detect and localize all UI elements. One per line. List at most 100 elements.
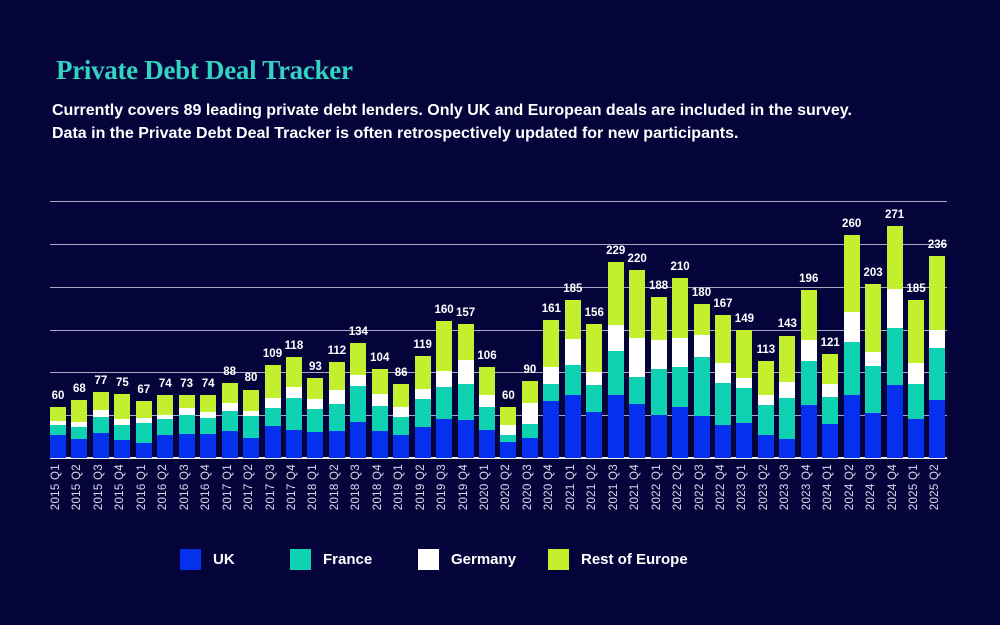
segment-france-2018-q2	[328, 404, 345, 432]
segment-rest-of-europe-2024-q1	[822, 354, 839, 385]
segment-rest-of-europe-2015-q4	[114, 393, 131, 419]
total-label-2023-q3: 143	[777, 318, 797, 331]
x-axis-label-2021-q2: 2021 Q2	[586, 464, 599, 511]
total-label-2024-q4: 271	[884, 208, 905, 221]
total-label-2023-q4: 196	[799, 273, 819, 286]
segment-france-2025-q2	[929, 347, 946, 400]
segment-uk-2018-q4	[371, 430, 388, 458]
total-label-2016-q1: 67	[137, 383, 151, 396]
x-axis-label-2022-q4: 2022 Q4	[714, 464, 727, 511]
segment-uk-2017-q2	[243, 438, 260, 458]
bar-2015-q1	[50, 406, 66, 458]
total-label-2023-q1: 149	[734, 313, 754, 326]
segment-uk-2022-q2	[672, 406, 689, 458]
segment-rest-of-europe-2020-q2	[500, 406, 517, 425]
segment-rest-of-europe-2021-q3	[607, 261, 624, 326]
segment-rest-of-europe-2024-q2	[843, 235, 860, 312]
segment-rest-of-europe-2017-q1	[221, 382, 238, 404]
gridline-300	[50, 201, 947, 202]
x-axis-label-2024-q2: 2024 Q2	[843, 464, 856, 511]
bar-2019-q1	[393, 384, 410, 458]
segment-germany-2019-q4	[457, 360, 474, 385]
segment-france-2025-q1	[908, 384, 924, 420]
segment-germany-2019-q1	[393, 407, 410, 417]
segment-france-2024-q4	[886, 327, 903, 386]
x-axis-label-2020-q1: 2020 Q1	[479, 464, 491, 511]
segment-germany-2023-q2	[757, 394, 774, 405]
segment-rest-of-europe-2016-q1	[135, 400, 152, 418]
segment-france-2023-q1	[736, 387, 753, 423]
segment-germany-2015-q2	[71, 422, 88, 428]
segment-france-2024-q3	[865, 366, 882, 414]
segment-rest-of-europe-2018-q3	[350, 343, 367, 375]
segment-germany-2017-q4	[285, 386, 302, 399]
total-label-2017-q4: 118	[284, 339, 304, 352]
segment-france-2018-q4	[371, 405, 388, 431]
segment-rest-of-europe-2023-q2	[757, 361, 774, 395]
x-axis-label-2019-q4: 2019 Q4	[457, 464, 470, 511]
segment-uk-2017-q3	[264, 426, 281, 458]
gridline-50	[50, 415, 947, 417]
legend-label-france: France	[323, 551, 373, 568]
segment-rest-of-europe-2019-q4	[457, 323, 474, 361]
segment-uk-2017-q4	[285, 429, 302, 458]
total-label-2020-q1: 106	[477, 350, 497, 363]
deal-volume-stacked-bar-chart: 60 2015 Q1 68 2015 Q2 77 2015 Q3 75 2015 Q4 67 20…	[50, 201, 947, 510]
x-axis-label-2022-q3: 2022 Q3	[693, 464, 706, 511]
legend-label-rest-of-europe: Rest of Europe	[581, 551, 688, 568]
x-axis-label-2020-q4: 2020 Q4	[543, 464, 556, 511]
bar-2021-q1	[564, 299, 581, 458]
segment-germany-2021-q1	[564, 338, 581, 366]
segment-france-2017-q4	[285, 398, 302, 430]
total-label-2017-q1: 88	[223, 365, 236, 378]
segment-rest-of-europe-2017-q3	[264, 364, 281, 399]
bar-2018-q2	[328, 362, 345, 458]
legend-item-uk: UK	[180, 549, 235, 570]
segment-germany-2018-q3	[350, 374, 367, 387]
total-label-2021-q4: 220	[627, 252, 647, 265]
segment-rest-of-europe-2020-q3	[521, 380, 538, 404]
x-axis-label-2023-q4: 2023 Q4	[800, 464, 813, 511]
bar-2017-q3	[264, 364, 281, 458]
segment-uk-2016-q4	[200, 434, 217, 458]
total-label-2024-q3: 203	[863, 267, 883, 280]
segment-germany-2015-q4	[114, 418, 131, 425]
segment-uk-2025-q1	[908, 419, 924, 458]
total-label-2024-q1: 121	[820, 337, 840, 350]
x-axis-label-2023-q1: 2023 Q1	[736, 464, 749, 511]
segment-rest-of-europe-2022-q2	[672, 278, 689, 339]
segment-uk-2024-q3	[865, 413, 882, 458]
segment-france-2023-q4	[800, 361, 817, 405]
segment-uk-2016-q2	[157, 434, 174, 458]
segment-rest-of-europe-2015-q2	[71, 399, 88, 423]
total-label-2025-q1: 185	[906, 282, 926, 295]
x-axis-label-2017-q3: 2017 Q3	[264, 464, 277, 511]
legend-item-france: France	[290, 549, 372, 570]
segment-germany-2024-q2	[843, 311, 860, 342]
segment-france-2015-q4	[114, 424, 131, 441]
x-axis-label-2024-q1: 2024 Q1	[822, 464, 835, 511]
x-axis-label-2019-q2: 2019 Q2	[414, 464, 427, 511]
segment-germany-2024-q3	[865, 351, 882, 367]
segment-rest-of-europe-2016-q4	[200, 394, 217, 412]
segment-france-2018-q1	[307, 409, 324, 433]
segment-germany-2018-q1	[307, 398, 324, 410]
segment-france-2021-q1	[564, 365, 581, 395]
segment-rest-of-europe-2025-q1	[908, 299, 924, 363]
segment-germany-2019-q3	[436, 370, 453, 387]
total-label-2015-q4: 75	[115, 376, 129, 389]
segment-france-2015-q2	[71, 427, 88, 440]
bar-2021-q3	[607, 261, 624, 458]
total-label-2018-q2: 112	[327, 345, 347, 358]
gridline-200	[50, 286, 947, 288]
bar-2017-q1	[221, 382, 238, 458]
segment-france-2021-q3	[607, 350, 624, 395]
bar-2016-q2	[157, 394, 174, 458]
segment-france-2019-q2	[414, 398, 431, 428]
segment-uk-2016-q1	[135, 443, 152, 458]
segment-uk-2018-q1	[307, 432, 324, 458]
segment-uk-2021-q4	[629, 404, 646, 458]
legend-item-rest-of-europe: Rest of Europe	[548, 549, 688, 570]
segment-uk-2018-q3	[350, 422, 367, 458]
segment-uk-2022-q1	[650, 415, 667, 458]
